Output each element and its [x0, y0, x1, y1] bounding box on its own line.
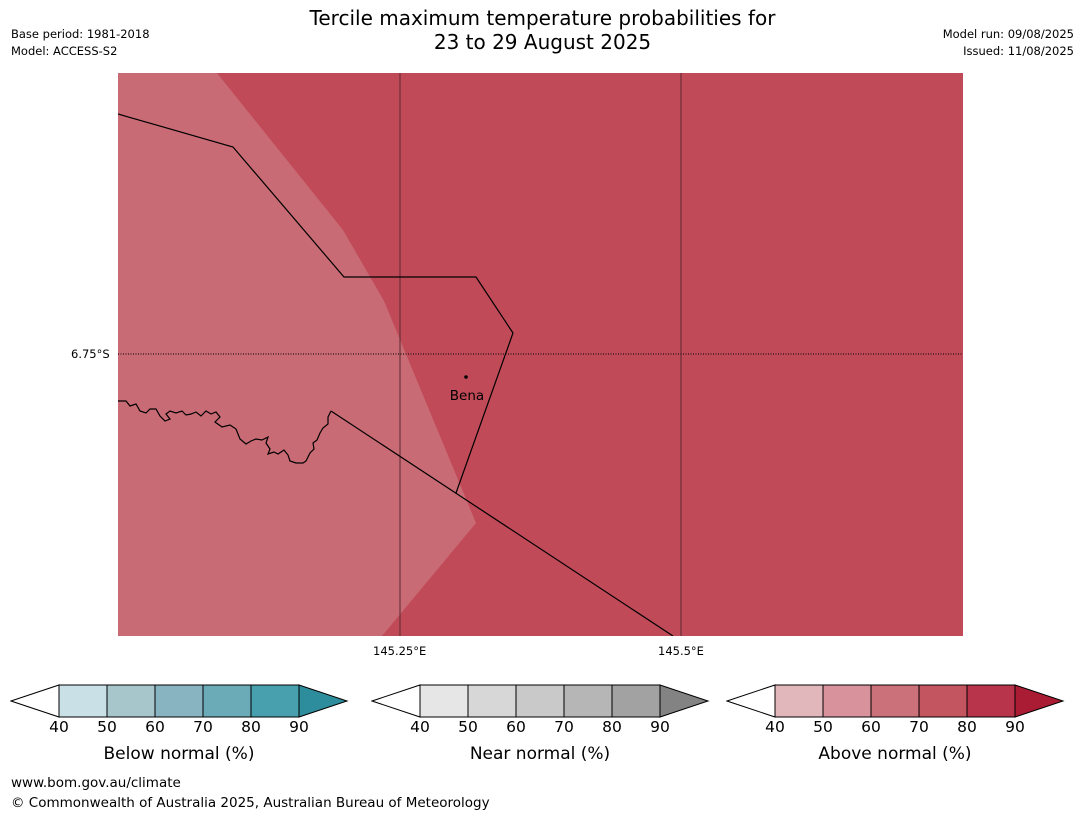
title-line-2: 23 to 29 August 2025	[433, 30, 652, 54]
colorbar-below-normal-swatches	[10, 684, 349, 718]
below-under-triangle	[10, 684, 60, 718]
near-tick-90: 90	[650, 718, 670, 736]
longitude-label-145-25: 145.25°E	[373, 644, 427, 658]
above-tick-40: 40	[765, 718, 785, 736]
district-boundary	[330, 410, 674, 636]
base-period: Base period: 1981-2018	[11, 27, 150, 41]
above-swatch-80-90	[966, 684, 1016, 718]
below-swatch-40-50	[58, 684, 108, 718]
above-tick-80: 80	[957, 718, 977, 736]
below-swatch-70-80	[202, 684, 252, 718]
below-tick-50: 50	[97, 718, 117, 736]
colorbar-near-normal-swatches	[371, 684, 710, 718]
model-name: Model: ACCESS-S2	[11, 44, 118, 58]
near-tick-60: 60	[506, 718, 526, 736]
below-swatch-60-70	[154, 684, 204, 718]
below-tick-40: 40	[49, 718, 69, 736]
probability-map: Bena	[118, 73, 963, 636]
near-swatch-60-70	[515, 684, 565, 718]
colorbar-below-normal: 40 50 60 70 80 90 Below normal (%)	[10, 684, 350, 774]
bena-label: Bena	[450, 388, 484, 404]
latitude-label: 6.75°S	[71, 347, 110, 361]
above-under-triangle	[726, 684, 776, 718]
near-tick-80: 80	[602, 718, 622, 736]
above-tick-50: 50	[813, 718, 833, 736]
above-swatch-70-80	[918, 684, 968, 718]
near-over-triangle	[659, 684, 710, 718]
colorbar-near-normal: 40 50 60 70 80 90 Near normal (%)	[371, 684, 711, 774]
near-tick-40: 40	[410, 718, 430, 736]
above-tick-60: 60	[861, 718, 881, 736]
near-swatch-40-50	[419, 684, 469, 718]
below-over-triangle	[298, 684, 349, 718]
below-tick-80: 80	[241, 718, 261, 736]
below-tick-60: 60	[145, 718, 165, 736]
issued-date: Issued: 11/08/2025	[963, 44, 1074, 58]
province-boundary	[118, 113, 514, 494]
above-swatch-50-60	[822, 684, 872, 718]
longitude-label-145-5: 145.5°E	[658, 644, 704, 658]
near-swatch-70-80	[563, 684, 613, 718]
colorbar-above-normal-swatches	[726, 684, 1065, 718]
map-title: Tercile maximum temperature probabilitie…	[0, 6, 1085, 54]
below-tick-70: 70	[193, 718, 213, 736]
river-boundary	[118, 400, 332, 464]
above-swatch-40-50	[774, 684, 824, 718]
bena-marker	[464, 375, 468, 379]
title-line-1: Tercile maximum temperature probabilitie…	[309, 6, 776, 30]
near-normal-title: Near normal (%)	[469, 744, 611, 764]
above-normal-title: Above normal (%)	[818, 744, 972, 764]
colorbar-above-normal: 40 50 60 70 80 90 Above normal (%)	[726, 684, 1066, 774]
region-above-60-70	[118, 73, 476, 636]
below-swatch-80-90	[250, 684, 300, 718]
below-normal-title: Below normal (%)	[103, 744, 255, 764]
model-info: Base period: 1981-2018 Model: ACCESS-S2	[11, 26, 150, 60]
below-tick-90: 90	[289, 718, 309, 736]
near-swatch-80-90	[611, 684, 661, 718]
near-swatch-50-60	[467, 684, 517, 718]
near-under-triangle	[371, 684, 421, 718]
above-swatch-60-70	[870, 684, 920, 718]
above-tick-90: 90	[1005, 718, 1025, 736]
above-over-triangle	[1014, 684, 1065, 718]
below-swatch-50-60	[106, 684, 156, 718]
above-tick-70: 70	[909, 718, 929, 736]
model-run: Model run: 09/08/2025	[942, 27, 1074, 41]
run-info: Model run: 09/08/2025 Issued: 11/08/2025	[943, 26, 1074, 60]
footer-url: www.bom.gov.au/climate	[11, 775, 181, 791]
near-tick-70: 70	[554, 718, 574, 736]
near-tick-50: 50	[458, 718, 478, 736]
footer-copyright: © Commonwealth of Australia 2025, Austra…	[11, 795, 490, 811]
